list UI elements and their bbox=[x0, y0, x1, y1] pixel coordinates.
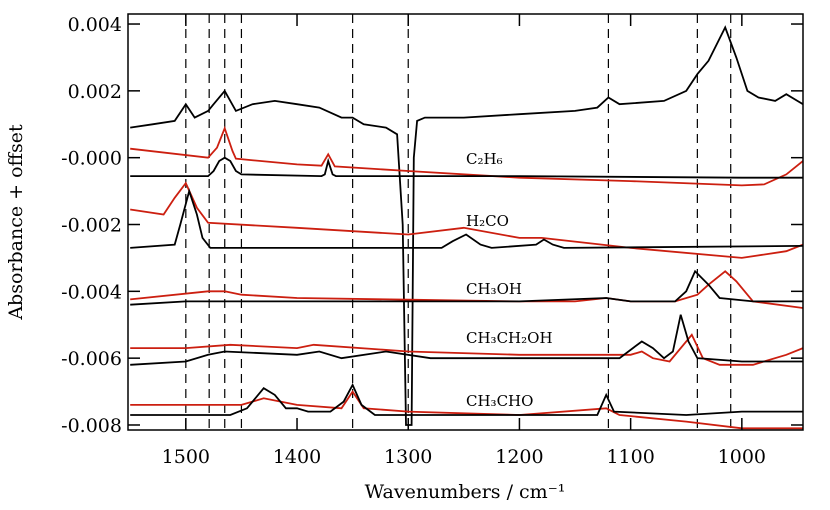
y-tick-label: -0.006 bbox=[61, 348, 122, 370]
molecule-label: CH₃CHO bbox=[466, 392, 533, 410]
y-tick-label: -0.002 bbox=[61, 215, 122, 237]
x-tick-label: 1300 bbox=[384, 446, 432, 468]
molecule-label: CH₃OH bbox=[466, 280, 522, 298]
molecule-label: CH₃CH₂OH bbox=[466, 329, 553, 347]
spectrum-line bbox=[130, 269, 803, 306]
spectrum-line bbox=[130, 187, 803, 249]
y-tick-label: 0.002 bbox=[68, 81, 122, 103]
x-tick-label: 1100 bbox=[606, 446, 654, 468]
spectrum-line bbox=[130, 314, 803, 366]
spectrum-line bbox=[130, 156, 803, 179]
spectrum-line bbox=[130, 389, 803, 430]
x-axis-label: Wavenumbers / cm⁻¹ bbox=[365, 481, 566, 503]
y-tick-label: -0.000 bbox=[61, 148, 122, 170]
plot-frame bbox=[127, 13, 804, 431]
x-tick-label: 1500 bbox=[162, 446, 210, 468]
x-tick-label: 1400 bbox=[273, 446, 321, 468]
spectrum-line bbox=[130, 333, 803, 366]
spectrum-line bbox=[130, 181, 803, 259]
y-axis-label: Absorbance + offset bbox=[5, 124, 27, 321]
y-tick-label: -0.004 bbox=[61, 281, 122, 303]
spectrum-line bbox=[130, 125, 803, 187]
plot-lines bbox=[130, 14, 803, 430]
spectrum-line bbox=[130, 25, 803, 426]
x-tick-label: 1000 bbox=[718, 446, 766, 468]
molecule-label: C₂H₆ bbox=[466, 150, 503, 168]
y-tick-label: 0.004 bbox=[68, 14, 122, 36]
molecule-label: H₂CO bbox=[466, 212, 509, 230]
x-tick-label: 1200 bbox=[495, 446, 543, 468]
y-tick-label: -0.008 bbox=[61, 415, 122, 437]
spectrum-line bbox=[130, 382, 803, 416]
